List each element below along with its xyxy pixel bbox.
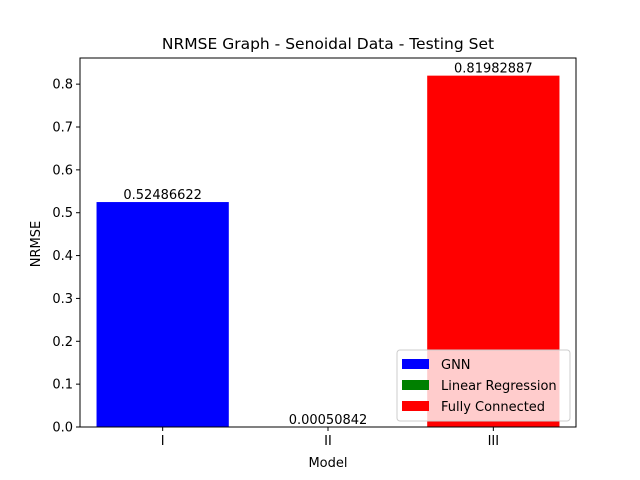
y-tick-label: 0.5 bbox=[52, 206, 73, 221]
y-tick-label: 0.4 bbox=[52, 249, 73, 264]
y-tick-label: 0.0 bbox=[52, 421, 73, 436]
x-axis-label: Model bbox=[308, 456, 347, 471]
y-tick-label: 0.3 bbox=[52, 292, 73, 307]
y-tick-label: 0.8 bbox=[52, 78, 73, 93]
legend-label: Linear Regression bbox=[441, 379, 557, 394]
legend: GNN Linear Regression Fully Connected bbox=[396, 349, 571, 422]
value-label-II: 0.00050842 bbox=[289, 413, 368, 428]
value-label-III: 0.81982887 bbox=[454, 62, 533, 77]
y-axis: 0.0 0.1 0.2 0.3 0.4 0.5 0.6 0.7 0.8 bbox=[52, 78, 80, 436]
plot-frame bbox=[79, 57, 577, 428]
legend-swatch bbox=[402, 380, 429, 390]
legend-label: GNN bbox=[441, 358, 471, 373]
chart-title: NRMSE Graph - Senoidal Data - Testing Se… bbox=[162, 35, 494, 53]
legend-label: Fully Connected bbox=[441, 400, 545, 415]
x-tick-label: III bbox=[488, 434, 500, 449]
x-tick-label: II bbox=[324, 434, 332, 449]
bar-I bbox=[96, 202, 229, 427]
legend-swatch bbox=[402, 401, 429, 411]
y-tick-label: 0.6 bbox=[52, 163, 73, 178]
y-tick-label: 0.2 bbox=[52, 335, 73, 350]
legend-box bbox=[396, 349, 571, 422]
value-label-I: 0.52486622 bbox=[123, 188, 202, 203]
y-axis-label: NRMSE bbox=[29, 221, 44, 267]
x-tick-label: I bbox=[161, 434, 165, 449]
legend-swatch bbox=[402, 359, 429, 369]
value-labels-group: 0.52486622 0.00050842 0.81982887 bbox=[123, 62, 532, 428]
x-axis: I II III bbox=[161, 427, 499, 449]
y-tick-label: 0.1 bbox=[52, 378, 73, 393]
y-tick-label: 0.7 bbox=[52, 121, 73, 136]
